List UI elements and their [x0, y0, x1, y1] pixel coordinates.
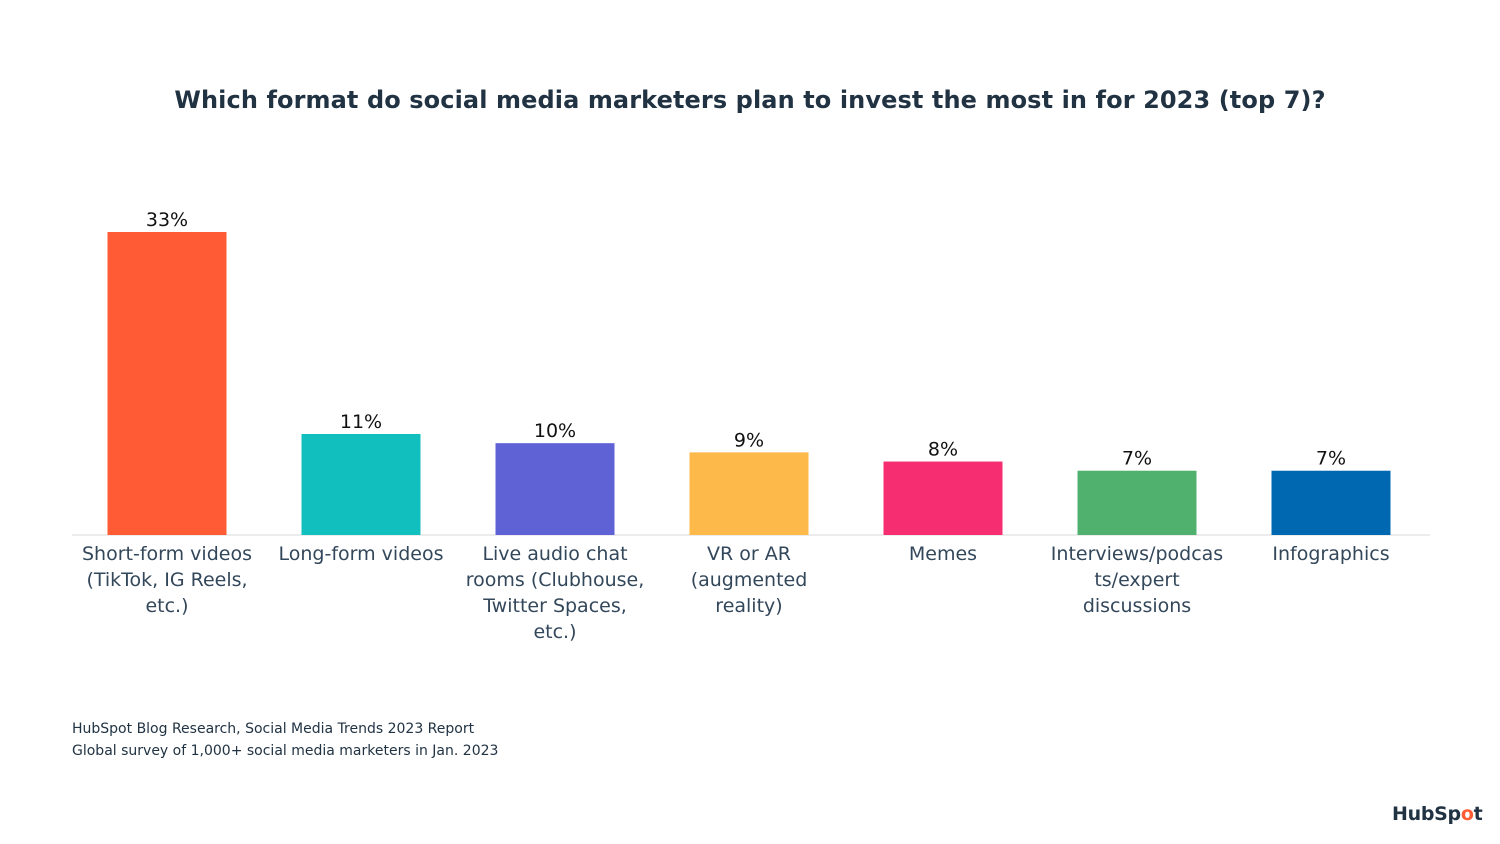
category-label: Memes	[909, 543, 977, 565]
category-label-line: (augmented	[691, 569, 808, 591]
category-label-line: Interviews/podcas	[1051, 543, 1223, 565]
category-label-line: etc.)	[533, 621, 576, 643]
logo-sprocket-icon: o	[1460, 803, 1474, 825]
category-label-line: Long-form videos	[279, 543, 444, 565]
category-label-line: etc.)	[145, 595, 188, 617]
data-label: 8%	[928, 439, 958, 461]
data-label: 7%	[1316, 448, 1346, 470]
bar	[301, 434, 421, 535]
bar	[495, 443, 615, 535]
category-label: VR or AR (augmented reality)	[691, 543, 808, 617]
category-label-line: Live audio chat	[482, 543, 627, 565]
bar	[1271, 470, 1391, 535]
category-label-line: Infographics	[1272, 543, 1389, 565]
bars-group	[107, 232, 1391, 535]
hubspot-logo: HubSpot	[1392, 803, 1483, 825]
source-line-1: HubSpot Blog Research, Social Media Tren…	[72, 721, 475, 737]
data-label: 11%	[340, 411, 382, 433]
category-label: Long-form videos	[279, 543, 444, 565]
chart-title: Which format do social media marketers p…	[174, 86, 1326, 114]
data-label: 33%	[146, 209, 188, 231]
bar	[107, 232, 227, 535]
data-label: 9%	[734, 429, 764, 451]
bar-chart: 33% 11% 10% 9% 8% 7% 7% Short-form videos (TikT…	[72, 209, 1430, 643]
category-label: Short-form videos (TikTok, IG Reels, etc.)	[82, 543, 252, 617]
logo-text-start: HubSp	[1392, 803, 1461, 825]
data-label: 10%	[534, 420, 576, 442]
bar	[883, 461, 1003, 535]
category-label: Live audio chat rooms (Clubhouse, Twitter …	[466, 543, 645, 643]
category-label-line: discussions	[1083, 595, 1191, 617]
category-label-line: reality)	[715, 595, 782, 617]
bar	[689, 452, 809, 535]
category-labels-group: Short-form videos (TikTok, IG Reels, etc.)…	[82, 543, 1390, 643]
category-label-line: Twitter Spaces,	[482, 595, 627, 617]
bar	[1077, 470, 1197, 535]
data-label: 7%	[1122, 448, 1152, 470]
category-label: Interviews/podcas ts/expert discussions	[1051, 543, 1223, 617]
category-label-line: Short-form videos	[82, 543, 252, 565]
category-label-line: rooms (Clubhouse,	[466, 569, 645, 591]
category-label: Infographics	[1272, 543, 1389, 565]
category-label-line: (TikTok, IG Reels,	[86, 569, 247, 591]
source-line-2: Global survey of 1,000+ social media mar…	[72, 743, 499, 759]
category-label-line: Memes	[909, 543, 977, 565]
category-label-line: VR or AR	[707, 543, 791, 565]
logo-text-end: t	[1473, 803, 1483, 825]
value-labels-group: 33% 11% 10% 9% 8% 7% 7%	[146, 209, 1346, 470]
category-label-line: ts/expert	[1094, 569, 1179, 591]
